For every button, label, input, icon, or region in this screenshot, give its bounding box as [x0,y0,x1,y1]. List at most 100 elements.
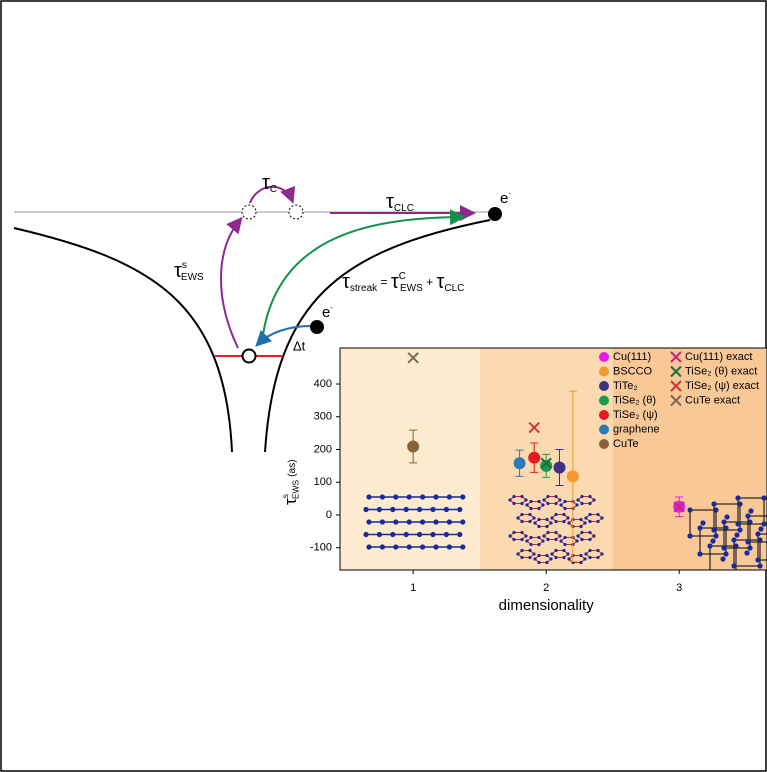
y-tick-label: 400 [314,378,332,390]
atom [583,557,586,560]
atom [575,503,578,506]
atom [588,513,591,516]
atom [588,495,591,498]
atom [420,544,425,549]
y-tick-label: 100 [314,476,332,488]
atom [447,544,452,549]
label-part: τ [391,271,399,293]
legend-label: BSCCO [613,365,653,377]
atom [563,543,566,546]
atom [721,519,726,524]
atom [377,532,382,537]
atom [537,554,540,557]
atom [554,538,557,541]
legend-marker [599,367,609,377]
atom [579,525,582,528]
atom [559,539,562,542]
electron [488,207,502,221]
atom [541,539,544,542]
atom [512,495,515,498]
atom [546,538,549,541]
atom [735,495,740,500]
atom [529,500,532,503]
x-tick-label: 1 [410,582,416,594]
x-tick-label: 3 [676,582,682,594]
atom [542,498,545,501]
atom [393,494,398,499]
atom [420,519,425,524]
atom [447,519,452,524]
atom [533,557,536,560]
atom [554,513,557,516]
label-part: τ [436,271,444,293]
label-part: = [377,275,391,289]
atom [542,534,545,537]
atom [393,519,398,524]
atom [537,561,540,564]
label: τsEWS [174,260,204,283]
label-part: τ [386,191,394,213]
atom [420,494,425,499]
label-part: s [280,494,290,498]
atom [584,552,587,555]
arrow-ews [221,220,240,348]
label: e- [322,303,333,321]
atom [512,531,515,534]
atom [562,520,565,523]
label-part: CLC [394,203,414,214]
atom [550,516,553,519]
atom [508,498,511,501]
atom [457,507,462,512]
point [528,452,540,464]
label: τsEWS (as) [280,459,300,505]
atom [516,552,519,555]
label-part: τ [262,172,270,194]
atom [537,500,540,503]
label-part: τ [342,271,350,293]
atom [737,527,742,532]
legend-label: Cu(111) exact [685,351,752,363]
atom [731,537,736,542]
atom [520,520,523,523]
atom [417,532,422,537]
atom [562,556,565,559]
atom [700,520,705,525]
atom [520,549,523,552]
atom [567,521,570,524]
atom [529,507,532,510]
atom [546,531,549,534]
atom [390,507,395,512]
delta-t: Δt [293,338,306,353]
atom [747,545,752,550]
point [553,462,565,474]
atom [761,521,766,526]
atom [380,519,385,524]
label-part: C [399,271,406,282]
label-part: + [423,275,437,289]
atom [525,503,528,506]
point [514,457,526,469]
atom [761,495,766,500]
atom [745,513,750,518]
legend-label: TiSe₂ (ψ) exact [685,380,759,392]
atom [528,520,531,523]
atom [735,521,740,526]
atom [711,501,716,506]
atom [575,539,578,542]
atom [567,557,570,560]
label-part: (as) [287,459,298,479]
atom [528,549,531,552]
atom [580,538,583,541]
atom [380,544,385,549]
legend-marker [599,439,609,449]
figure: Δt -1000100200300400123dimensionalityCu(… [0,0,767,772]
atom [724,514,729,519]
atom [549,557,552,560]
legend-marker [599,396,609,406]
atom [600,552,603,555]
atom [562,549,565,552]
atom [433,519,438,524]
atom [529,543,532,546]
atom [393,544,398,549]
